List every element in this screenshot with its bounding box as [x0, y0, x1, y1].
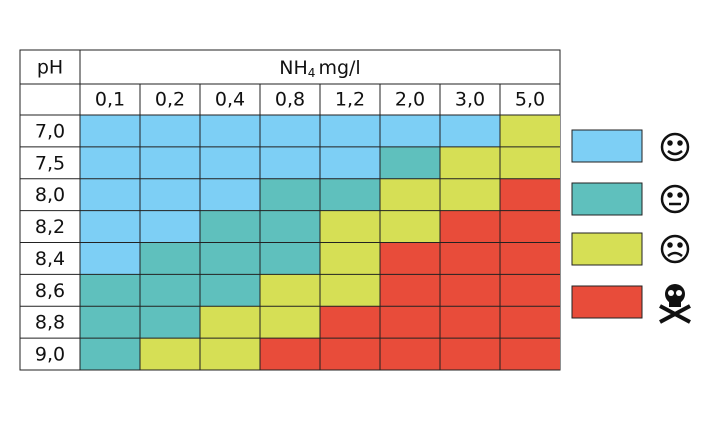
- cell: [80, 338, 140, 370]
- cell: [500, 210, 560, 243]
- cell: [200, 115, 260, 147]
- cell: [440, 338, 500, 370]
- ph-header: pH: [37, 57, 63, 79]
- cell: [320, 210, 380, 243]
- row-label: 9,0: [35, 344, 65, 366]
- column-label: 5,0: [515, 89, 545, 111]
- row-label: 8,8: [35, 312, 65, 334]
- column-label: 1,2: [335, 89, 365, 111]
- cell: [80, 178, 140, 211]
- cell: [320, 242, 380, 275]
- cell: [80, 242, 140, 275]
- nh-header: NH4 mg/l: [279, 57, 360, 80]
- legend: [571, 129, 643, 319]
- cell: [380, 306, 440, 339]
- cell: [260, 115, 320, 147]
- grid-lines: [20, 50, 560, 371]
- cell: [80, 306, 140, 339]
- cell: [140, 178, 200, 211]
- legend-swatch: [571, 182, 643, 216]
- cell: [140, 210, 200, 243]
- column-label: 0,2: [155, 89, 185, 111]
- cell: [500, 306, 560, 339]
- nh-unit: mg/l: [318, 57, 360, 79]
- row-label: 7,5: [35, 152, 65, 174]
- cell: [440, 146, 500, 179]
- row-label: 8,4: [35, 248, 65, 270]
- cell: [140, 242, 200, 275]
- cell: [80, 115, 140, 147]
- cell: [320, 274, 380, 307]
- legend-icons: [659, 132, 691, 324]
- cell: [80, 146, 140, 179]
- row-label: 8,2: [35, 216, 65, 238]
- cell: [260, 274, 320, 307]
- row-label: 8,0: [35, 184, 65, 206]
- cell: [200, 146, 260, 179]
- icon-neutral: [660, 184, 690, 214]
- cell: [380, 210, 440, 243]
- cell: [140, 338, 200, 370]
- cell: [380, 146, 440, 179]
- cell: [440, 274, 500, 307]
- cell: [140, 115, 200, 147]
- cell: [140, 274, 200, 307]
- cell: [380, 178, 440, 211]
- icon-skull: [659, 284, 691, 324]
- column-label: 3,0: [455, 89, 485, 111]
- cell: [320, 306, 380, 339]
- cell: [440, 178, 500, 211]
- cell: [380, 338, 440, 370]
- nh-base: NH: [279, 57, 308, 79]
- cell: [320, 178, 380, 211]
- row-label: 7,0: [35, 120, 65, 142]
- row-label: 8,6: [35, 280, 65, 302]
- column-label: 0,8: [275, 89, 305, 111]
- column-label: 0,1: [95, 89, 125, 111]
- cell: [260, 146, 320, 179]
- cell: [200, 242, 260, 275]
- cell: [500, 146, 560, 179]
- cell: [440, 210, 500, 243]
- cell: [320, 338, 380, 370]
- cell: [440, 242, 500, 275]
- cell: [200, 338, 260, 370]
- cell: [500, 115, 560, 147]
- cells: [80, 115, 560, 370]
- cell: [500, 242, 560, 275]
- cell: [380, 242, 440, 275]
- cell: [380, 274, 440, 307]
- cell: [260, 242, 320, 275]
- cell: [140, 146, 200, 179]
- cell: [200, 274, 260, 307]
- column-label: 2,0: [395, 89, 425, 111]
- cell: [500, 338, 560, 370]
- cell: [380, 115, 440, 147]
- cell: [320, 115, 380, 147]
- legend-swatch: [571, 232, 643, 266]
- cell: [80, 274, 140, 307]
- cell: [260, 210, 320, 243]
- cell: [260, 338, 320, 370]
- cell: [260, 306, 320, 339]
- cell: [140, 306, 200, 339]
- legend-swatch: [571, 129, 643, 163]
- cell: [440, 115, 500, 147]
- nh-sub: 4: [308, 66, 316, 80]
- cell: [500, 178, 560, 211]
- legend-swatch: [571, 285, 643, 319]
- cell: [80, 210, 140, 243]
- cell: [260, 178, 320, 211]
- icon-happy: [660, 132, 690, 162]
- cell: [200, 178, 260, 211]
- cell: [200, 306, 260, 339]
- icon-sad: [660, 234, 690, 264]
- cell: [440, 306, 500, 339]
- column-label: 0,4: [215, 89, 245, 111]
- cell: [320, 146, 380, 179]
- cell: [500, 274, 560, 307]
- cell: [200, 210, 260, 243]
